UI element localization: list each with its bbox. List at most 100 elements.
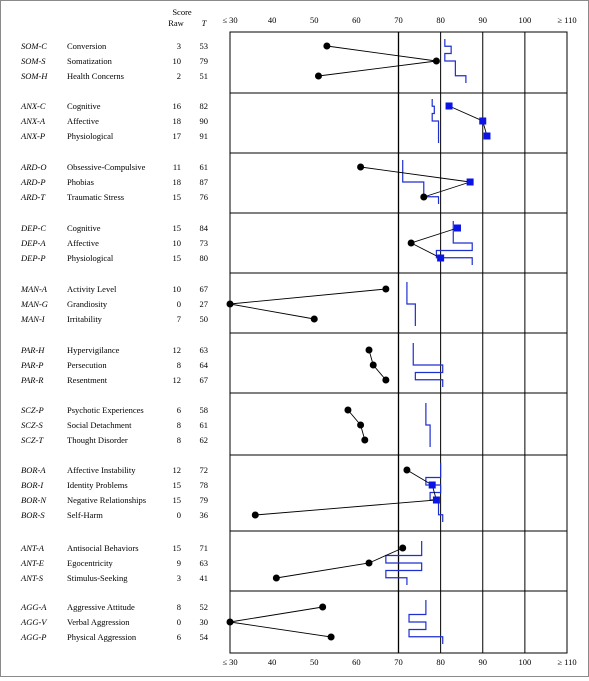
t-score-ant-a: 71 xyxy=(200,543,209,553)
marker-man-i xyxy=(310,315,318,323)
raw-score-par-p: 8 xyxy=(177,360,181,370)
profile-line-bor xyxy=(255,469,437,516)
raw-score-scz-t: 8 xyxy=(177,435,181,445)
scale-code-som-h: SOM-H xyxy=(21,71,48,81)
raw-score-ard-t: 15 xyxy=(173,192,182,202)
scale-code-ant-e: ANT-E xyxy=(20,558,45,568)
t-score-man-a: 67 xyxy=(200,284,209,294)
scale-code-som-c: SOM-C xyxy=(21,41,47,51)
scale-code-ant-a: ANT-A xyxy=(20,543,45,553)
marker-anx-a xyxy=(479,117,487,125)
raw-header: Raw xyxy=(168,18,184,28)
range-line-dep xyxy=(435,221,473,265)
marker-scz-s xyxy=(357,421,365,429)
marker-bor-a xyxy=(403,466,411,474)
scale-code-par-r: PAR-R xyxy=(20,375,44,385)
t-score-bor-a: 72 xyxy=(200,465,209,475)
t-score-man-g: 27 xyxy=(200,299,209,309)
scale-label-man-g: Grandiosity xyxy=(67,299,108,309)
raw-score-bor-n: 15 xyxy=(173,495,182,505)
marker-ard-o xyxy=(357,163,365,171)
t-score-ard-t: 76 xyxy=(200,192,209,202)
x-tick-top-8: ≥ 110 xyxy=(557,15,576,25)
marker-scz-t xyxy=(361,436,369,444)
marker-ard-p xyxy=(466,178,474,186)
x-tick-top-3: 60 xyxy=(352,15,361,25)
marker-scz-p xyxy=(344,406,352,414)
marker-par-p xyxy=(369,361,377,369)
range-line-man xyxy=(406,282,416,326)
scale-label-par-r: Resentment xyxy=(67,375,108,385)
scale-label-par-p: Persecution xyxy=(67,360,107,370)
marker-ant-a xyxy=(399,544,407,552)
t-score-anx-a: 90 xyxy=(200,116,209,126)
range-line-anx xyxy=(431,99,440,143)
scale-code-som-s: SOM-S xyxy=(21,56,46,66)
scale-code-man-a: MAN-A xyxy=(20,284,48,294)
profile-line-man xyxy=(229,288,386,320)
scale-label-dep-c: Cognitive xyxy=(67,223,101,233)
raw-score-bor-a: 12 xyxy=(173,465,182,475)
profile-line-som xyxy=(318,45,437,77)
x-tick-top-2: 50 xyxy=(310,15,319,25)
scale-label-ard-p: Phobias xyxy=(67,177,94,187)
scale-code-agg-v: AGG-V xyxy=(20,617,48,627)
marker-som-s xyxy=(432,57,440,65)
x-tick-bottom-8: ≥ 110 xyxy=(557,657,576,667)
x-tick-bottom-1: 40 xyxy=(268,657,277,667)
x-tick-bottom-5: 80 xyxy=(436,657,445,667)
scale-label-som-s: Somatization xyxy=(67,56,113,66)
raw-score-man-i: 7 xyxy=(177,314,181,324)
t-score-par-h: 63 xyxy=(200,345,209,355)
t-score-scz-s: 61 xyxy=(200,420,209,430)
marker-anx-p xyxy=(483,132,491,140)
marker-agg-p xyxy=(327,633,335,641)
marker-man-g xyxy=(226,300,234,308)
raw-score-ant-s: 3 xyxy=(177,573,181,583)
scale-code-scz-t: SCZ-T xyxy=(21,435,44,445)
t-score-scz-t: 62 xyxy=(200,435,209,445)
x-tick-top-5: 80 xyxy=(436,15,445,25)
marker-ant-s xyxy=(272,574,280,582)
raw-score-agg-a: 8 xyxy=(177,602,181,612)
scale-label-bor-s: Self-Harm xyxy=(67,510,103,520)
marker-par-h xyxy=(365,346,373,354)
scale-label-som-h: Health Concerns xyxy=(67,71,124,81)
scale-label-agg-p: Physical Aggression xyxy=(67,632,137,642)
scale-label-anx-p: Physiological xyxy=(67,131,114,141)
raw-score-bor-i: 15 xyxy=(173,480,182,490)
scale-label-ard-o: Obsessive-Compulsive xyxy=(67,162,146,172)
marker-dep-p xyxy=(437,254,445,262)
scale-label-man-a: Activity Level xyxy=(67,284,117,294)
marker-agg-a xyxy=(319,603,327,611)
range-line-ant xyxy=(385,541,423,585)
marker-ant-e xyxy=(365,559,373,567)
t-score-agg-p: 54 xyxy=(200,632,209,642)
raw-score-scz-p: 6 xyxy=(177,405,181,415)
scale-label-scz-t: Thought Disorder xyxy=(67,435,128,445)
raw-score-agg-v: 0 xyxy=(177,617,181,627)
raw-score-man-a: 10 xyxy=(173,284,182,294)
raw-score-man-g: 0 xyxy=(177,299,181,309)
marker-ard-t xyxy=(420,193,428,201)
scale-label-bor-n: Negative Relationships xyxy=(67,495,146,505)
scale-code-man-g: MAN-G xyxy=(20,299,48,309)
x-tick-top-0: ≤ 30 xyxy=(222,15,237,25)
x-tick-top-1: 40 xyxy=(268,15,277,25)
raw-score-som-c: 3 xyxy=(177,41,181,51)
raw-score-dep-a: 10 xyxy=(173,238,182,248)
score-header: Score xyxy=(172,7,192,17)
scale-code-ard-p: ARD-P xyxy=(20,177,46,187)
t-score-ard-o: 61 xyxy=(200,162,209,172)
scale-label-dep-p: Physiological xyxy=(67,253,114,263)
profile-line-agg xyxy=(229,606,332,638)
raw-score-anx-a: 18 xyxy=(173,116,182,126)
range-line-bor xyxy=(425,463,444,522)
scale-code-anx-c: ANX-C xyxy=(20,101,46,111)
marker-anx-c xyxy=(445,102,453,110)
x-tick-bottom-3: 60 xyxy=(352,657,361,667)
raw-score-ant-a: 15 xyxy=(173,543,182,553)
raw-score-ant-e: 9 xyxy=(177,558,181,568)
raw-score-dep-p: 15 xyxy=(173,253,182,263)
